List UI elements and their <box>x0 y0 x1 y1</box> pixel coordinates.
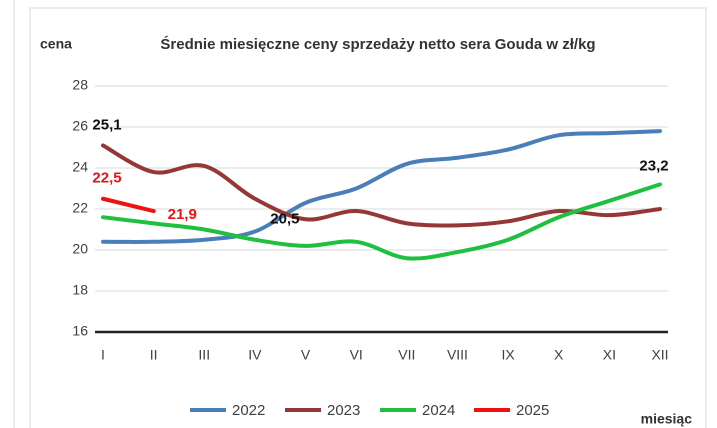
y-tick-label: 26 <box>72 118 88 134</box>
chart-title: Średnie miesięczne ceny sprzedaży netto … <box>160 35 595 53</box>
y-tick-label: 28 <box>72 77 88 93</box>
chart-frame <box>29 7 707 428</box>
y-tick-label: 16 <box>72 323 88 339</box>
y-tick-label: 18 <box>72 282 88 298</box>
legend-label: 2023 <box>327 402 360 419</box>
x-tick-label: VI <box>350 347 363 363</box>
y-tick-label: 20 <box>72 241 88 257</box>
series-line <box>101 182 662 261</box>
y-tick-label: 24 <box>72 159 88 175</box>
data-label: 22,5 <box>92 170 121 187</box>
x-tick-label: XI <box>603 347 616 363</box>
x-tick-label: VIII <box>447 347 468 363</box>
x-tick-label: V <box>301 347 311 363</box>
series-line <box>101 196 156 214</box>
data-label: 25,1 <box>92 116 121 133</box>
x-tick-label: III <box>198 347 210 363</box>
series-line <box>101 129 662 244</box>
x-axis-label: miesiąc <box>641 411 693 427</box>
data-label: 21,9 <box>168 206 197 223</box>
x-tick-label: I <box>101 347 105 363</box>
legend-label: 2025 <box>516 402 549 419</box>
x-tick-label: XII <box>651 347 668 363</box>
series-line <box>101 143 662 228</box>
x-tick-label: VII <box>398 347 415 363</box>
x-tick-label: X <box>554 347 564 363</box>
x-tick-label: IX <box>501 347 515 363</box>
legend-label: 2022 <box>232 402 265 419</box>
y-axis-label: cena <box>40 36 72 52</box>
x-tick-label: IV <box>248 347 262 363</box>
x-tick-label: II <box>150 347 158 363</box>
y-tick-label: 22 <box>72 200 88 216</box>
legend-label: 2024 <box>422 402 455 419</box>
data-label: 20,5 <box>270 211 299 228</box>
data-label: 23,2 <box>639 157 668 174</box>
